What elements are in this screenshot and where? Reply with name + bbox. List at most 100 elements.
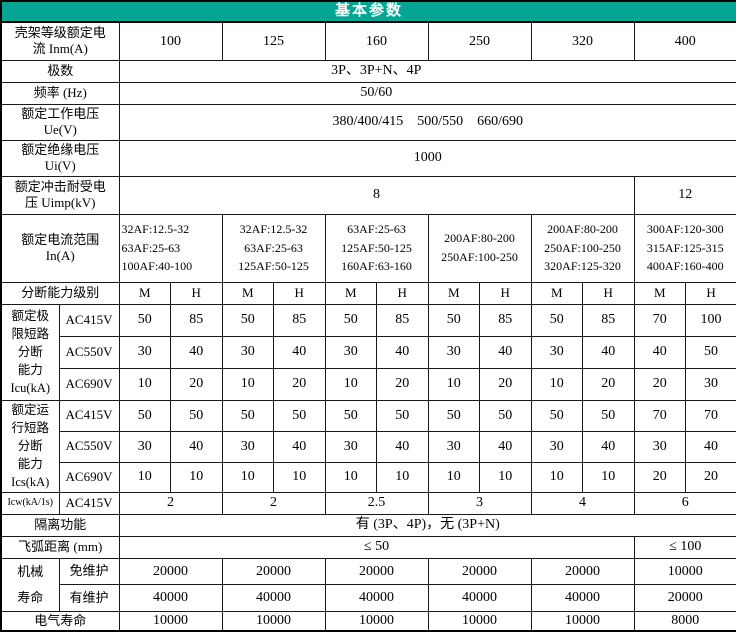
icu-cell: 30 [531, 336, 583, 368]
icu-cell: 50 [325, 304, 377, 336]
mech-life-cell: 40000 [428, 585, 531, 612]
icu-cell: 50 [428, 304, 480, 336]
icu-cell: 85 [274, 304, 326, 336]
ics-cell: 10 [531, 462, 583, 492]
icw-cell: 6 [634, 492, 736, 514]
icu-cell: 85 [480, 304, 532, 336]
icu-cell: 20 [634, 368, 686, 400]
ics-cell: 10 [480, 462, 532, 492]
elec-life-cell: 10000 [531, 611, 634, 631]
icu-cell: 10 [428, 368, 480, 400]
breaking-level-cell: H [274, 282, 326, 304]
ics-cell: 50 [583, 400, 635, 431]
ics-cell: 50 [119, 400, 171, 431]
row-arc-distance: 飞弧距离 (mm) ≤ 50 ≤ 100 [1, 536, 736, 558]
ics-cell: 70 [634, 400, 686, 431]
column-header-160: 160 [325, 22, 428, 60]
icw-cell: 2 [119, 492, 222, 514]
ics-cell: 10 [222, 462, 274, 492]
arc-distance-main: ≤ 50 [119, 536, 634, 558]
breaking-level-cell: M [428, 282, 480, 304]
row-icu-ac690: AC690V 10 20 10 20 10 20 10 20 10 20 20 … [1, 368, 736, 400]
poles-value: 3P、3P+N、4P [119, 60, 736, 82]
table-title: 基本参数 [1, 1, 736, 22]
mech-life-cell: 10000 [634, 558, 736, 585]
mech-life-type-label: 免维护 [59, 558, 119, 585]
ics-cell: 10 [377, 462, 429, 492]
ics-cell: 30 [531, 431, 583, 462]
icu-cell: 40 [634, 336, 686, 368]
arc-distance-last: ≤ 100 [634, 536, 736, 558]
current-range-400: 300AF:120-300 315AF:125-315 400AF:160-40… [634, 214, 736, 282]
row-label-frame-current: 壳架等级额定电 流 Inm(A) [1, 22, 119, 60]
row-label-icw: Icw(kA/1s) [1, 492, 59, 514]
ics-cell: 30 [428, 431, 480, 462]
breaking-level-cell: H [480, 282, 532, 304]
column-header-320: 320 [531, 22, 634, 60]
breaking-level-cell: H [583, 282, 635, 304]
breaking-level-cell: H [171, 282, 223, 304]
icu-cell: 50 [531, 304, 583, 336]
ics-cell: 10 [119, 462, 171, 492]
row-label-insulation-voltage: 额定绝缘电压 Ui(V) [1, 140, 119, 176]
ics-cell: 30 [222, 431, 274, 462]
current-range-250: 200AF:80-200 250AF:100-250 [428, 214, 531, 282]
mech-life-cell: 20000 [428, 558, 531, 585]
row-label-mech-life: 机械 寿命 [1, 558, 59, 611]
icu-cell: 40 [171, 336, 223, 368]
breaking-level-cell: M [222, 282, 274, 304]
row-label-current-range: 额定电流范围 In(A) [1, 214, 119, 282]
elec-life-cell: 10000 [222, 611, 325, 631]
ics-cell: 50 [377, 400, 429, 431]
column-header-400: 400 [634, 22, 736, 60]
ics-cell: 10 [428, 462, 480, 492]
mech-life-cell: 20000 [119, 558, 222, 585]
icu-cell: 20 [480, 368, 532, 400]
icu-cell: 30 [325, 336, 377, 368]
icu-cell: 20 [583, 368, 635, 400]
row-frame-current: 壳架等级额定电 流 Inm(A) 100 125 160 250 320 400 [1, 22, 736, 60]
icu-cell: 50 [119, 304, 171, 336]
rated-voltage-value: 380/400/415 500/550 660/690 [119, 104, 736, 140]
icu-cell: 30 [428, 336, 480, 368]
icu-cell: 40 [583, 336, 635, 368]
breaking-level-cell: M [531, 282, 583, 304]
ics-cell: 50 [274, 400, 326, 431]
icu-cell: 10 [119, 368, 171, 400]
row-ics-ac690: AC690V 10 10 10 10 10 10 10 10 10 10 20 … [1, 462, 736, 492]
breaking-level-cell: H [377, 282, 429, 304]
icu-cell: 30 [222, 336, 274, 368]
icu-cell: 30 [119, 336, 171, 368]
ics-cell: 40 [171, 431, 223, 462]
row-insulation-voltage: 额定绝缘电压 Ui(V) 1000 [1, 140, 736, 176]
current-range-320: 200AF:80-200 250AF:100-250 320AF:125-320 [531, 214, 634, 282]
mech-life-cell: 20000 [634, 585, 736, 612]
ics-cell: 40 [377, 431, 429, 462]
ics-cell: 40 [583, 431, 635, 462]
breaking-level-cell: M [634, 282, 686, 304]
row-label-rated-voltage: 额定工作电压 Ue(V) [1, 104, 119, 140]
ics-voltage-label: AC415V [59, 400, 119, 431]
row-icu-ac415: 额定极 限短路 分断 能力 Icu(kA) AC415V 50 85 50 85… [1, 304, 736, 336]
icu-cell: 85 [377, 304, 429, 336]
row-breaking-level: 分断能力级别 M H M H M H M H M H M H [1, 282, 736, 304]
row-label-poles: 极数 [1, 60, 119, 82]
icu-cell: 50 [686, 336, 736, 368]
icu-cell: 40 [274, 336, 326, 368]
ics-cell: 50 [531, 400, 583, 431]
icu-cell: 20 [274, 368, 326, 400]
ics-voltage-label: AC690V [59, 462, 119, 492]
ics-cell: 50 [222, 400, 274, 431]
icw-cell: 3 [428, 492, 531, 514]
current-range-125: 32AF:12.5-32 63AF:25-63 125AF:50-125 [222, 214, 325, 282]
row-icu-ac550: AC550V 30 40 30 40 30 40 30 40 30 40 40 … [1, 336, 736, 368]
row-mech-life-maint: 有维护 40000 40000 40000 40000 40000 20000 [1, 585, 736, 612]
row-icw: Icw(kA/1s) AC415V 2 2 2.5 3 4 6 [1, 492, 736, 514]
icu-voltage-label: AC415V [59, 304, 119, 336]
ics-cell: 40 [274, 431, 326, 462]
icw-cell: 2.5 [325, 492, 428, 514]
icu-voltage-label: AC690V [59, 368, 119, 400]
isolation-value: 有 (3P、4P)，无 (3P+N) [119, 514, 736, 536]
ics-cell: 70 [686, 400, 736, 431]
table-title-row: 基本参数 [1, 1, 736, 22]
